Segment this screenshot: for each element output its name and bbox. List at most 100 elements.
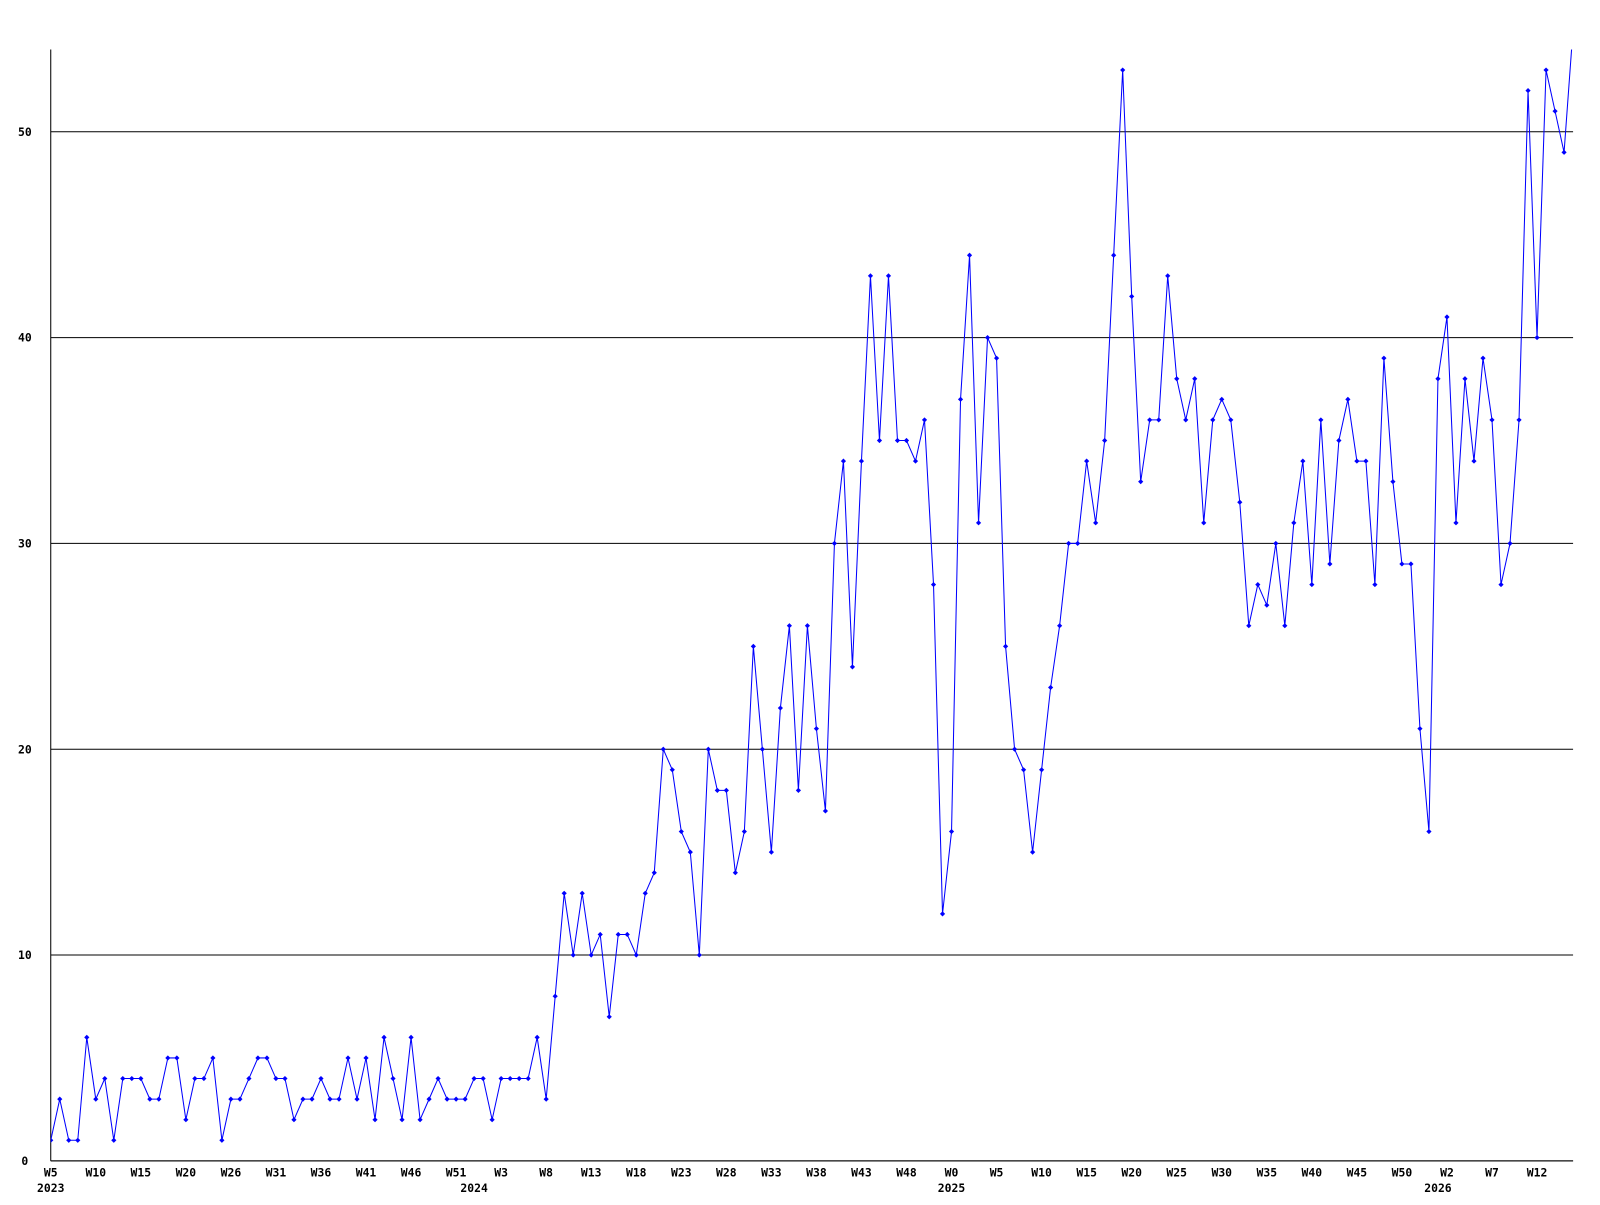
y-tick-label: 20 bbox=[18, 742, 32, 756]
data-point bbox=[993, 355, 1000, 361]
data-point bbox=[543, 1096, 549, 1102]
data-point bbox=[723, 787, 729, 793]
data-point bbox=[1345, 396, 1351, 402]
data-point bbox=[1093, 520, 1099, 526]
x-tick-label: W25 bbox=[1166, 1165, 1187, 1179]
data-point bbox=[498, 1075, 504, 1082]
data-point bbox=[192, 1075, 198, 1082]
data-point bbox=[516, 1075, 522, 1082]
data-point bbox=[1516, 417, 1522, 423]
x-tick-label: W45 bbox=[1347, 1165, 1368, 1179]
data-point bbox=[1111, 252, 1117, 258]
data-point bbox=[786, 623, 792, 629]
x-tick-label: W0 bbox=[945, 1165, 959, 1179]
data-point bbox=[282, 1075, 288, 1082]
data-point bbox=[1525, 88, 1531, 94]
x-tick-label: W3 bbox=[494, 1165, 508, 1179]
data-point bbox=[390, 1075, 396, 1082]
data-point bbox=[1399, 561, 1405, 567]
x-tick-label: W20 bbox=[1121, 1165, 1142, 1179]
data-point bbox=[426, 1096, 432, 1102]
data-point bbox=[1372, 581, 1378, 588]
data-point bbox=[1011, 746, 1018, 752]
data-point bbox=[813, 726, 820, 732]
data-point bbox=[264, 1055, 270, 1061]
data-point bbox=[219, 1137, 225, 1143]
data-point bbox=[1120, 67, 1126, 73]
data-point bbox=[741, 828, 747, 835]
data-point bbox=[1309, 581, 1315, 588]
data-point bbox=[1444, 314, 1450, 320]
data-point bbox=[732, 870, 738, 876]
y-tick-label: 10 bbox=[18, 948, 32, 962]
data-point bbox=[525, 1075, 531, 1082]
data-point bbox=[903, 437, 910, 444]
data-point bbox=[255, 1055, 261, 1061]
data-point bbox=[93, 1096, 99, 1102]
plot-area bbox=[50, 49, 1573, 1143]
x-tick-label: W41 bbox=[356, 1165, 377, 1179]
data-point bbox=[894, 437, 901, 444]
x-group-label: 2024 bbox=[460, 1181, 488, 1195]
data-point bbox=[921, 417, 928, 423]
x-tick-label: W38 bbox=[806, 1165, 827, 1179]
data-point bbox=[444, 1096, 450, 1102]
data-point bbox=[309, 1096, 315, 1102]
x-tick-label: W30 bbox=[1211, 1165, 1232, 1179]
x-tick-label: W28 bbox=[716, 1165, 737, 1179]
x-tick-label: W40 bbox=[1302, 1165, 1323, 1179]
data-point bbox=[50, 1137, 54, 1143]
data-point bbox=[669, 767, 675, 773]
data-point bbox=[651, 870, 657, 876]
data-point bbox=[111, 1137, 117, 1143]
data-point bbox=[174, 1055, 180, 1061]
data-point bbox=[120, 1075, 126, 1082]
data-point bbox=[957, 396, 964, 402]
y-tick-label: 50 bbox=[18, 125, 32, 139]
data-point bbox=[291, 1117, 297, 1123]
x-group-label: 2025 bbox=[938, 1181, 966, 1195]
data-point bbox=[1327, 561, 1333, 567]
data-point bbox=[750, 643, 756, 649]
data-point bbox=[363, 1055, 369, 1061]
data-point bbox=[1002, 643, 1009, 649]
data-point bbox=[930, 581, 937, 588]
x-tick-label: W23 bbox=[671, 1165, 692, 1179]
data-point bbox=[633, 952, 639, 958]
data-point bbox=[183, 1117, 189, 1123]
data-point bbox=[1075, 540, 1081, 546]
data-point bbox=[1561, 149, 1567, 155]
data-point bbox=[858, 458, 865, 464]
data-point bbox=[606, 1014, 612, 1020]
data-point bbox=[1129, 293, 1135, 299]
data-point bbox=[165, 1055, 171, 1061]
x-tick-label: W5 bbox=[990, 1165, 1004, 1179]
x-tick-label: W5 bbox=[44, 1165, 58, 1179]
data-point bbox=[777, 705, 783, 711]
data-point bbox=[435, 1075, 441, 1082]
data-point bbox=[1156, 417, 1162, 423]
data-point bbox=[138, 1075, 144, 1082]
data-point bbox=[1543, 67, 1549, 73]
data-point bbox=[1480, 355, 1486, 361]
data-point bbox=[768, 849, 774, 855]
x-tick-label: W2 bbox=[1440, 1165, 1454, 1179]
data-point bbox=[1282, 623, 1288, 629]
data-point bbox=[966, 252, 973, 258]
data-point bbox=[579, 890, 585, 896]
data-point bbox=[1030, 849, 1036, 855]
x-tick-label: W48 bbox=[896, 1165, 917, 1179]
data-point bbox=[624, 931, 630, 938]
data-point bbox=[1291, 520, 1297, 526]
data-point bbox=[354, 1096, 360, 1102]
data-point bbox=[1084, 458, 1090, 464]
data-point bbox=[1192, 376, 1198, 382]
x-group-label: 2026 bbox=[1424, 1181, 1452, 1195]
data-point bbox=[1147, 417, 1153, 423]
data-point bbox=[984, 335, 991, 341]
data-point bbox=[1102, 437, 1108, 444]
data-point bbox=[552, 993, 558, 999]
data-point bbox=[147, 1096, 153, 1102]
